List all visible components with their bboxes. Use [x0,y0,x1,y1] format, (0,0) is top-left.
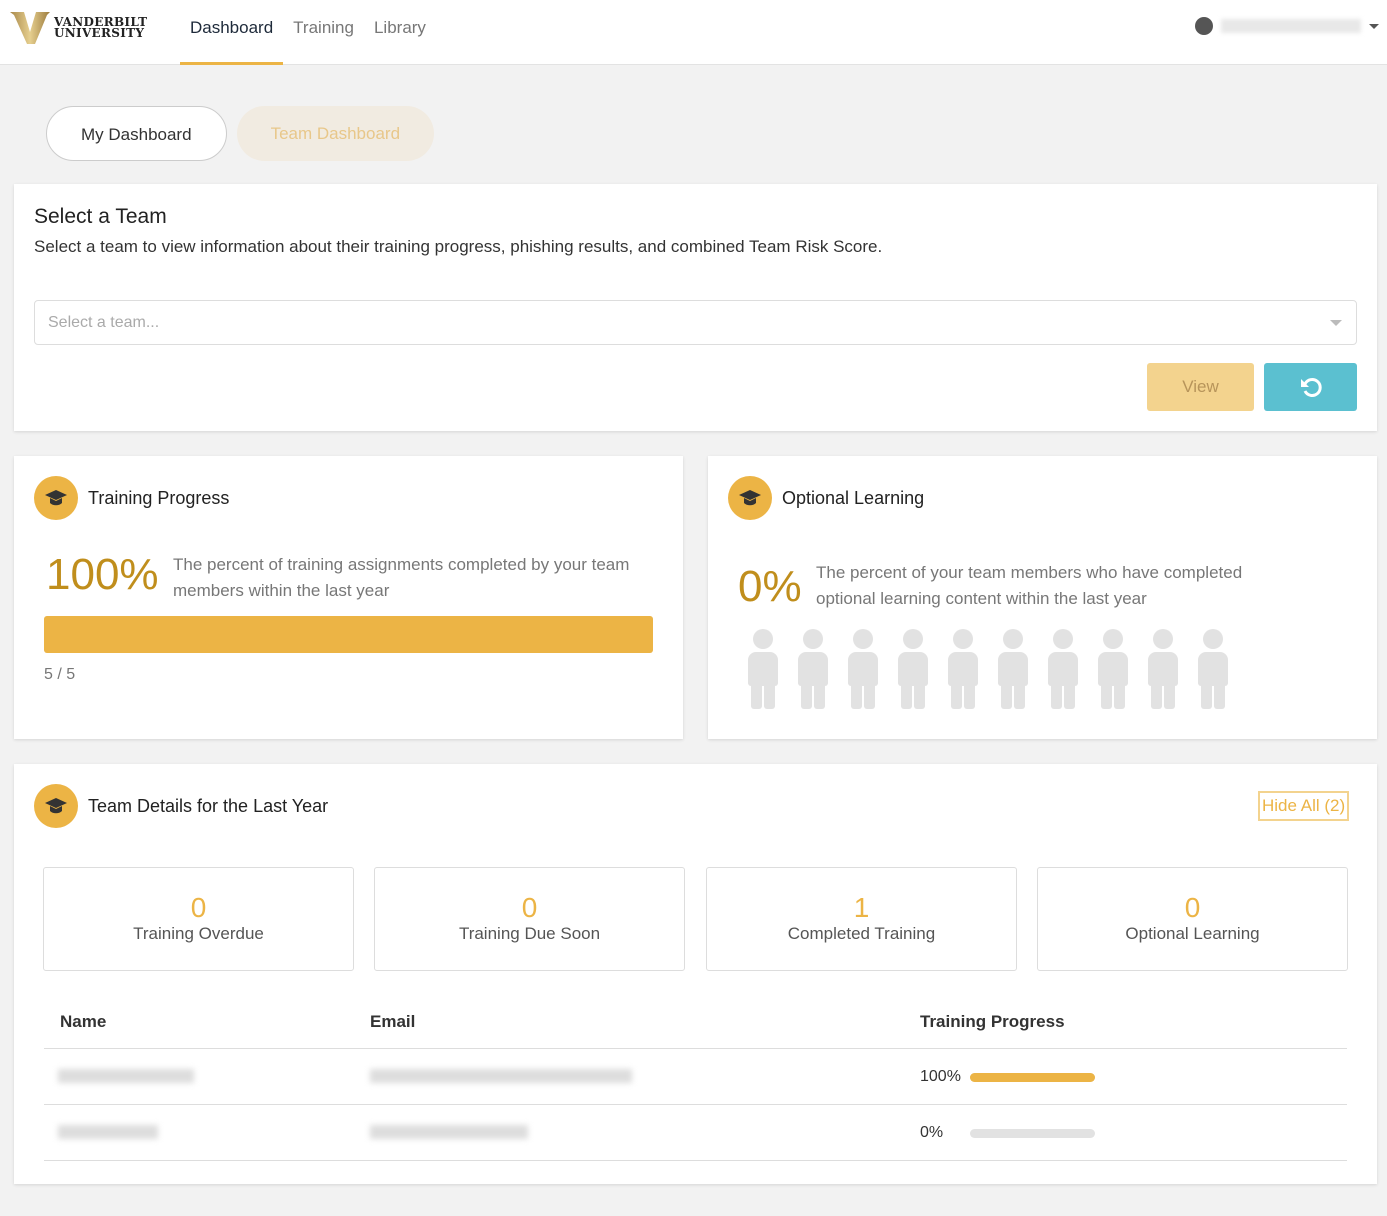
team-details-title: Team Details for the Last Year [88,795,329,816]
person-icon [1098,629,1128,709]
main-nav: Dashboard Training Library [180,0,436,65]
undo-icon [1300,378,1322,397]
training-progress-bar [44,616,653,653]
row-progress-label: 100% [920,1068,961,1085]
user-name-blurred [1221,19,1361,33]
person-icon [1198,629,1228,709]
stat-completed-training[interactable]: 1 Completed Training [706,867,1017,971]
training-count: 5 / 5 [44,666,76,683]
logo-line2: UNIVERSITY [54,26,145,40]
select-team-description: Select a team to view information about … [34,237,883,256]
select-team-card: Select a Team Select a team to view info… [14,184,1377,431]
person-icon [748,629,778,709]
person-icon [948,629,978,709]
stat-label: Training Due Soon [458,924,601,943]
table-row[interactable]: 0% [44,1104,1347,1160]
training-progress-description: The percent of training assignments comp… [173,555,630,600]
member-email-blurred [370,1069,632,1083]
dashboard-switch: My Dashboard Team Dashboard [46,106,435,161]
column-email[interactable]: Email [370,1012,416,1031]
person-icon [998,629,1028,709]
table-row[interactable]: 100% [44,1048,1347,1104]
column-training-progress[interactable]: Training Progress [920,1012,1065,1031]
optional-percent: 0% [738,562,802,611]
stat-training-overdue[interactable]: 0 Training Overdue [43,867,354,971]
stat-value: 0 [1184,892,1201,923]
team-dashboard-button[interactable]: Team Dashboard [236,106,435,161]
member-name-blurred [58,1069,194,1083]
nav-library[interactable]: Library [373,18,426,37]
person-icon [1148,629,1178,709]
people-chart [748,629,1228,709]
optional-learning-card: Optional Learning 0% The percent of your… [708,456,1377,739]
stat-value: 1 [853,892,870,923]
team-select[interactable]: Select a team... [34,300,1357,345]
team-details-card: Team Details for the Last Year Hide All … [14,764,1377,1184]
stat-label: Completed Training [787,924,936,943]
caret-down-icon [1369,23,1379,29]
nav-dashboard[interactable]: Dashboard [180,0,284,65]
person-icon [848,629,878,709]
stat-label: Training Overdue [133,924,264,943]
training-progress-card: Training Progress 100% The percent of tr… [14,456,683,739]
person-icon [1048,629,1078,709]
reset-button[interactable] [1264,363,1357,411]
stat-value: 0 [190,892,207,923]
training-progress-title: Training Progress [88,487,230,508]
my-dashboard-button[interactable]: My Dashboard [46,106,227,161]
person-icon [898,629,928,709]
member-email-blurred [370,1125,528,1139]
row-progress-bar [970,1073,1095,1082]
stat-label: Optional Learning [1125,924,1260,943]
chevron-down-icon [1330,320,1342,326]
select-team-title: Select a Team [34,205,167,228]
table-row-divider [44,1160,1347,1216]
row-progress-label: 0% [920,1124,944,1141]
view-button[interactable]: View [1147,363,1254,411]
user-icon [1195,17,1213,35]
column-name[interactable]: Name [60,1012,107,1031]
optional-learning-title: Optional Learning [782,487,925,508]
vanderbilt-logo[interactable]: VANDERBILT UNIVERSITY [10,12,147,44]
logo-line1: VANDERBILT [54,15,148,29]
person-icon [798,629,828,709]
optional-learning-description: The percent of your team members who hav… [816,563,1243,608]
user-menu[interactable] [1195,17,1379,35]
training-percent: 100% [46,550,159,599]
member-name-blurred [58,1125,158,1139]
team-select-placeholder: Select a team... [48,314,160,331]
training-progress-fill [44,616,653,653]
row-progress-fill [970,1073,1095,1082]
stat-training-due-soon[interactable]: 0 Training Due Soon [374,867,685,971]
graduation-cap-icon [728,476,772,520]
row-progress-bar [970,1129,1095,1138]
v-logo-icon [10,12,50,44]
nav-training[interactable]: Training [293,18,354,37]
stat-value: 0 [521,892,538,923]
hide-all-button[interactable]: Hide All (2) [1258,791,1350,821]
graduation-cap-icon [34,784,78,828]
stat-optional-learning[interactable]: 0 Optional Learning [1037,867,1348,971]
graduation-cap-icon [34,476,78,520]
top-nav-bar: VANDERBILT UNIVERSITY Dashboard Training … [0,0,1387,65]
